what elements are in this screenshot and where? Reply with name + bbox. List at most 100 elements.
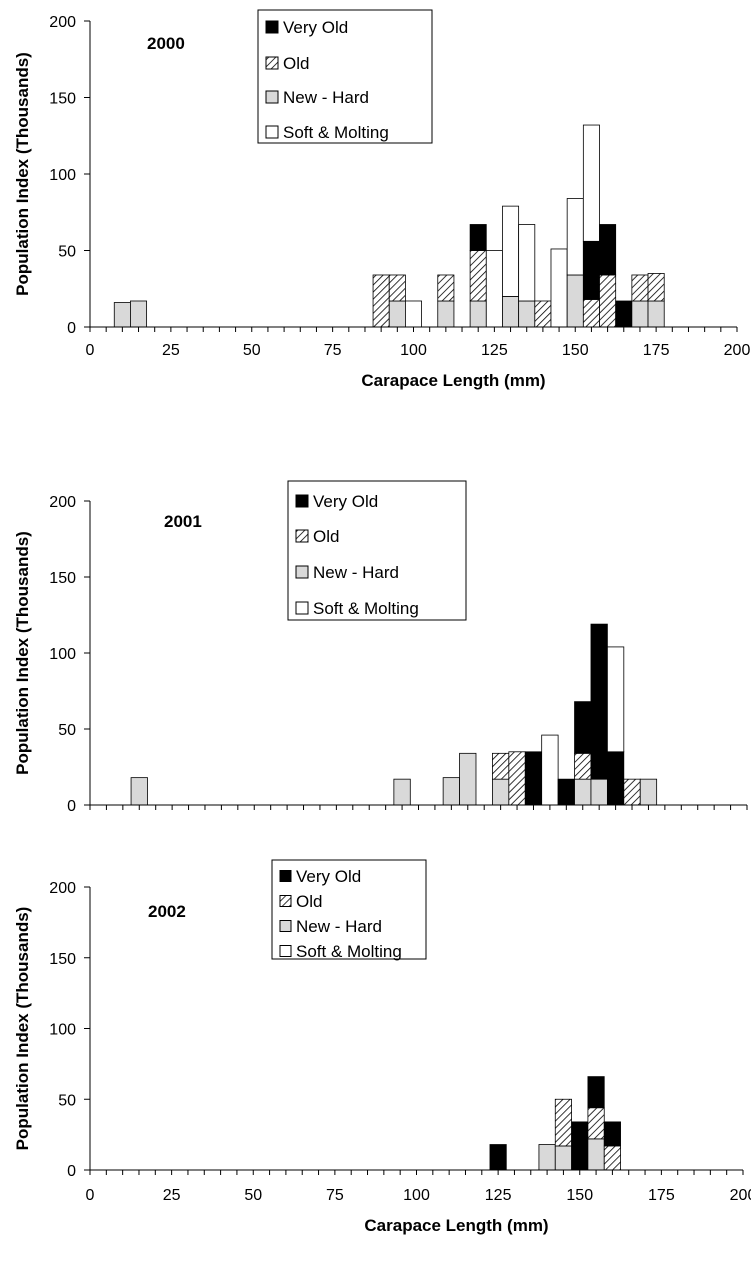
y-tick-label: 150 (49, 570, 76, 587)
y-tick-label: 50 (58, 244, 76, 261)
x-axis-label: Carapace Length (mm) (364, 1216, 548, 1235)
legend-box (287, 480, 467, 621)
bar-old-90 (372, 274, 390, 328)
bar-very-old-155 (590, 623, 608, 780)
bar-old-125 (492, 752, 510, 780)
legend-label: Soft & Molting (296, 942, 402, 961)
y-tick-label: 0 (67, 320, 76, 337)
bar-soft-molting-130 (502, 205, 520, 297)
bar-new-hard-120 (469, 300, 487, 328)
bar-old-110 (437, 274, 455, 302)
legend: Very Old Old New - Hard Soft & Molting (287, 480, 467, 621)
bar-old-140 (534, 300, 552, 328)
x-tick-label: 50 (243, 342, 261, 359)
legend-swatch (279, 870, 292, 882)
bar-very-old-135 (524, 751, 543, 806)
y-tick-label: 100 (49, 1022, 76, 1039)
bar-new-hard-140 (538, 1144, 556, 1171)
legend-label: Old (296, 892, 322, 911)
bar-old-150 (574, 752, 592, 780)
legend-label: New - Hard (283, 88, 369, 107)
bar-new-hard-110 (437, 300, 455, 328)
y-tick-label: 0 (67, 798, 76, 815)
bar-new-hard-10 (113, 302, 131, 328)
bar-very-old-155 (587, 1076, 605, 1109)
bar-soft-molting-140 (541, 734, 559, 806)
legend-swatch (295, 494, 309, 508)
bar-old-160 (599, 274, 617, 328)
legend-label: Soft & Molting (313, 599, 419, 618)
x-tick-label: 175 (648, 1187, 675, 1204)
x-tick-label: 0 (86, 342, 95, 359)
bar-very-old-160 (599, 224, 617, 276)
y-tick-label: 200 (49, 494, 76, 511)
legend-swatch (265, 20, 279, 34)
bar-new-hard-15 (130, 777, 148, 806)
bar-soft-molting-135 (518, 224, 536, 302)
bar-soft-molting-125 (485, 250, 503, 328)
bar-old-95 (388, 274, 406, 302)
bar-old-165 (623, 778, 641, 806)
legend-swatch (295, 529, 309, 543)
legend-swatch (265, 56, 279, 70)
legend-swatch (295, 601, 309, 615)
y-tick-label: 150 (49, 951, 76, 968)
y-tick-label: 0 (67, 1163, 76, 1180)
legend-label: Very Old (313, 492, 378, 511)
bar-new-hard-115 (459, 752, 477, 806)
legend-swatch (279, 920, 292, 932)
bar-very-old-150 (571, 1121, 589, 1171)
bar-very-old-125 (489, 1144, 507, 1171)
legend-swatch (279, 895, 292, 907)
bar-old-120 (469, 250, 487, 302)
y-tick-label: 150 (49, 91, 76, 108)
bar-new-hard-15 (130, 300, 148, 328)
bar-old-160 (603, 1145, 621, 1171)
legend-label: Old (313, 527, 339, 546)
chart-title: 2002 (148, 902, 186, 921)
x-tick-label: 75 (324, 342, 342, 359)
x-tick-label: 150 (566, 1187, 593, 1204)
chart-title: 2000 (147, 34, 185, 53)
bar-soft-molting-100 (405, 300, 422, 328)
bar-new-hard-130 (502, 295, 520, 328)
x-tick-label: 0 (86, 1187, 95, 1204)
bar-very-old-160 (606, 751, 625, 806)
bar-new-hard-145 (554, 1145, 572, 1171)
bar-new-hard-125 (492, 778, 510, 806)
chart-title: 2001 (164, 512, 202, 531)
bar-new-hard-155 (590, 778, 608, 806)
legend: Very Old Old New - Hard Soft & Molting (271, 859, 427, 961)
bar-soft-molting-155 (582, 124, 600, 242)
bar-soft-molting-150 (566, 198, 584, 276)
legend-swatch (295, 565, 309, 579)
y-tick-label: 100 (49, 646, 76, 663)
bar-old-155 (587, 1107, 605, 1140)
x-tick-label: 175 (643, 342, 670, 359)
y-axis-label: Population Index (Thousands) (13, 52, 32, 296)
y-axis-label: Population Index (Thousands) (13, 907, 32, 1151)
y-tick-label: 100 (49, 167, 76, 184)
y-tick-label: 50 (58, 1092, 76, 1109)
bar-new-hard-135 (518, 300, 536, 328)
x-tick-label: 200 (724, 342, 751, 359)
bar-very-old-165 (615, 300, 633, 328)
legend-label: New - Hard (313, 563, 399, 582)
x-tick-label: 125 (485, 1187, 512, 1204)
x-tick-label: 25 (163, 1187, 181, 1204)
y-tick-label: 50 (58, 722, 76, 739)
bar-new-hard-150 (566, 274, 584, 328)
y-tick-label: 200 (49, 14, 76, 31)
x-tick-label: 50 (244, 1187, 262, 1204)
chart-2001: 0 50 100 150 200 Population Index (Thousands)… (13, 480, 748, 815)
legend-swatch (279, 945, 292, 957)
bar-new-hard-175 (647, 300, 665, 328)
bars (489, 1076, 621, 1171)
bar-old-170 (631, 274, 649, 302)
bar-new-hard-95 (388, 300, 406, 328)
bar-old-145 (554, 1098, 572, 1147)
chart-2002: 0 50 100 150 200 0 25 50 75 100 125 150 175 200 Carapa… (13, 859, 751, 1235)
legend-label: Soft & Molting (283, 123, 389, 142)
